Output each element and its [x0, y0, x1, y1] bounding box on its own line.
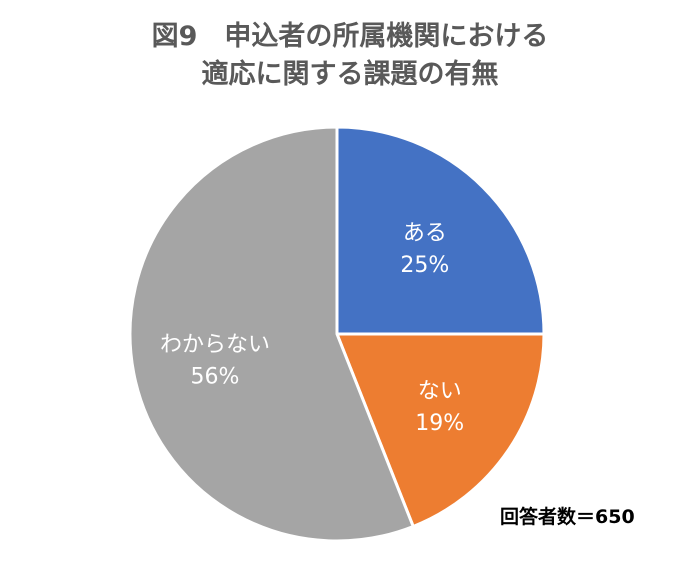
chart-title: 図9 申込者の所属機関における 適応に関する課題の有無 [0, 18, 700, 94]
pie-slices [128, 125, 546, 543]
pie-slice-2 [128, 125, 415, 543]
chart-title-line-2: 適応に関する課題の有無 [201, 59, 499, 90]
pie-slice-0 [335, 125, 546, 336]
pie-labels: ある 25% ない 19% わからない 56% [160, 221, 464, 436]
respondent-count-note: 回答者数＝650 [500, 506, 635, 528]
pie-slice-label-1: ない [418, 379, 462, 404]
pie-slice-label-0: ある [403, 221, 447, 246]
chart-title-line-1: 図9 申込者の所属機関における [151, 21, 549, 52]
pie-slice-value-label-1: 19% [415, 411, 464, 436]
pie-slice-label-2: わからない [160, 332, 270, 357]
pie-slice-1 [335, 332, 546, 528]
pie-slice-value-label-2: 56% [191, 364, 240, 389]
pie-slice-value-label-0: 25% [400, 253, 449, 278]
